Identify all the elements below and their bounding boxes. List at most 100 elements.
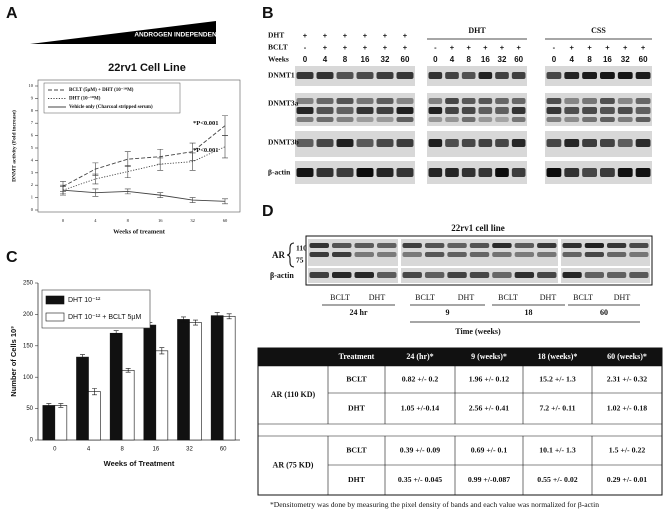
blot-band [511,72,526,79]
panel-label: A [6,5,18,22]
blot-band [514,243,535,248]
table-cell: 1.5 +/- 0.22 [609,445,646,454]
blot-band [402,243,422,248]
blot-band [600,117,615,122]
y-tick-label: 9 [31,95,34,100]
blot-band [428,107,443,114]
bar [109,332,123,441]
row-label: Weeks [268,55,289,64]
blot-background [295,161,415,184]
lane-label: 8 [343,55,348,64]
y-axis-label: DNMT activity (Fold increase) [10,110,17,182]
blot-band [356,139,374,147]
table-header: Treatment [339,352,375,361]
brace [286,242,295,268]
blot-band [495,139,509,147]
x-axis-label: Weeks of treament [113,228,166,235]
blot-band [635,168,651,177]
blot-background [308,268,398,283]
y-tick-label: 0 [31,207,34,212]
time-label: 60 [600,308,608,317]
blot-band [376,72,394,79]
error-bar [46,403,52,408]
blot-band [428,98,443,104]
error-bar [181,316,186,323]
blot-band [514,252,535,257]
blot-band [296,168,314,177]
lane-label: + [323,43,328,52]
error-bar [157,157,164,171]
blot-band [447,252,467,257]
blot-background [427,93,527,126]
blot-band [377,243,397,248]
blot-band [546,168,562,177]
blot-band [514,272,535,278]
blot-band [607,272,627,278]
blot-band [445,139,459,147]
blot-band [564,117,580,122]
blot-band [428,168,443,177]
blot-background [295,93,415,126]
blot-band [396,168,414,177]
blot-band [582,72,597,79]
blot-band [336,98,354,104]
blot-band [332,272,352,278]
blot-band [562,272,582,278]
blot-band [607,243,627,248]
y-tick-label: 100 [23,375,34,381]
error-bar [189,197,196,203]
legend-label: DHT 10⁻¹² [68,297,101,304]
blot-band [584,252,604,257]
blot-band [396,117,414,122]
blot-band [402,252,422,257]
blot-band [461,117,476,122]
blot-background [295,66,415,86]
x-tick-label: 8 [120,447,124,453]
blot-band [376,117,394,122]
lane-label: + [383,43,388,52]
blot-band [424,243,445,248]
lane-label: 0 [303,55,308,64]
blot-band [478,72,493,79]
blot-band [564,72,580,79]
lane-label: 0 [552,55,557,64]
blot-band [296,72,314,79]
error-bar [193,319,198,326]
bar [210,315,224,441]
blot-band [546,98,562,104]
blot-band [537,243,557,248]
blot-band [584,272,604,278]
x-tick-label: 60 [220,447,227,453]
table-cell: 0.35 +/- 0.045 [398,475,442,484]
annotation: *P<0.001 [193,120,219,127]
y-tick-label: 0 [30,438,34,444]
lane-label: 8 [587,55,592,64]
y-tick-label: 3 [31,170,34,175]
blot-background [545,131,652,157]
footnote: *Densitometry was done by measuring the … [270,500,599,509]
x-tick-label: 0 [62,218,65,223]
lane-label: DHT [458,293,475,302]
table-cell: 7.2 +/- 0.11 [539,403,575,412]
lane-label: + [483,43,488,52]
table-cell: 2.56 +/- 0.41 [469,403,509,412]
series-line [62,125,226,187]
blot-band [617,139,633,147]
blot-band [396,98,414,104]
blot-band [445,98,459,104]
y-axis-label: Number of Cells 10³ [9,326,18,397]
lane-label: 32 [621,55,630,64]
blot-band [354,243,374,248]
blot-band [511,117,526,122]
blot-band [461,139,476,147]
blot-band [316,107,334,114]
protein-label: β-actin [268,168,291,177]
lane-label: + [623,43,628,52]
x-tick-label: 8 [127,218,130,223]
lane-label: 4 [323,55,328,64]
error-bar [157,192,164,198]
blot-band [635,139,651,147]
error-bar [189,152,196,171]
blot-band [546,72,562,79]
